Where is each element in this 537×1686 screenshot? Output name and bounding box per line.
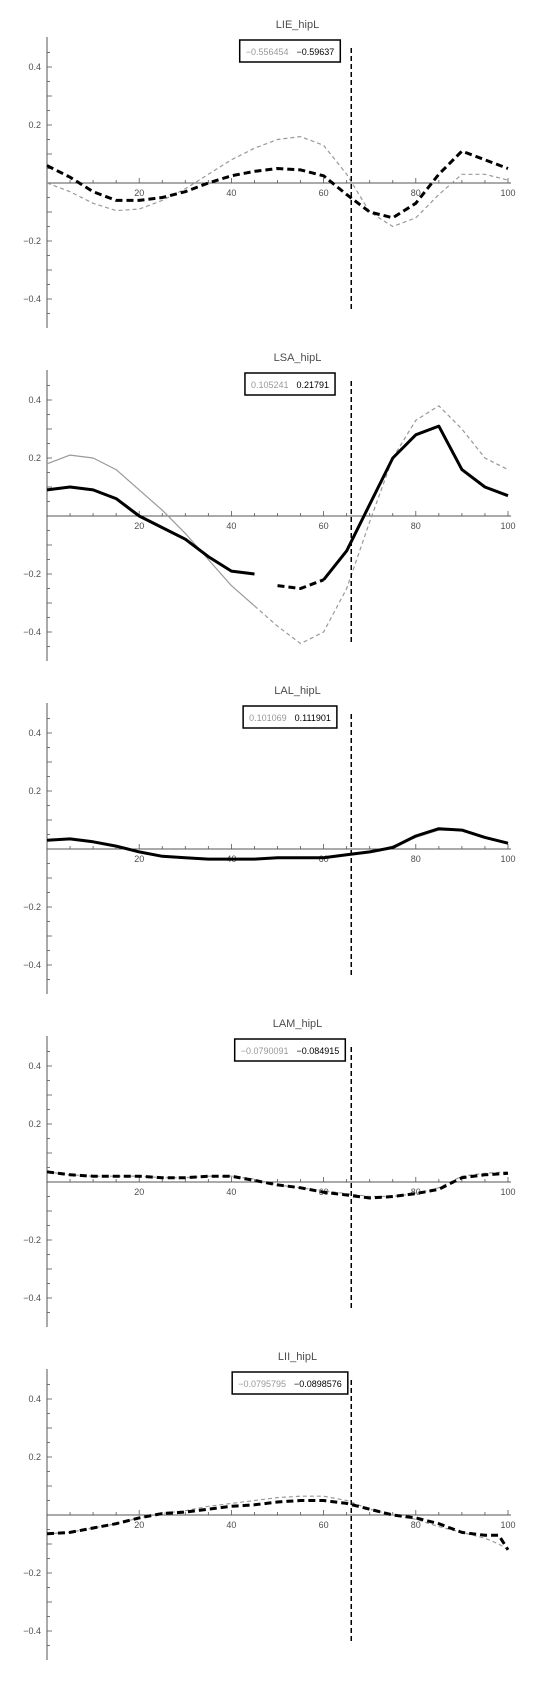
x-tick-label: 20 — [134, 188, 144, 198]
legend-value-light: −0.556454 — [246, 47, 289, 57]
legend-frame — [242, 705, 338, 729]
y-tick-label: −0.4 — [23, 1293, 41, 1303]
series-line-light — [46, 136, 509, 228]
series-line-dark — [46, 149, 509, 220]
series-line-dark — [46, 1499, 510, 1551]
legend-value-dark: −0.59637 — [297, 47, 335, 57]
y-tick-label: 0.2 — [28, 1119, 41, 1129]
panel-lal-hipl: LAL_hipL−0.4−0.20.20.420 40 60 80 1000.10106… — [23, 685, 516, 994]
y-tick-label: −0.4 — [23, 960, 41, 970]
y-tick-label: 0.4 — [28, 1061, 41, 1071]
x-tick-label: 100 — [500, 1520, 515, 1530]
panel-lam-hipl: LAM_hipL−0.4−0.20.20.420 40 60 80 100−0.0790… — [23, 1018, 516, 1327]
legend-value-light: −0.0790091 — [241, 1046, 289, 1056]
legend-frame — [244, 372, 336, 396]
legend-box: −0.0790091 −0.084915 — [233, 1038, 347, 1062]
legend-box: 0.101069 0.111901 — [242, 705, 338, 729]
y-tick-label: −0.2 — [23, 236, 41, 246]
series-line-light — [46, 1495, 509, 1551]
legend-frame — [238, 39, 342, 63]
panel-title: LSA_hipL — [274, 352, 322, 364]
legend-value-dark: −0.084915 — [297, 1046, 340, 1056]
x-tick-label: 40 — [226, 1520, 236, 1530]
x-tick-label: 60 — [319, 188, 329, 198]
legend-frame — [231, 1371, 349, 1395]
x-tick-label: 60 — [319, 521, 329, 531]
legend-box: −0.0795795 −0.0898576 — [231, 1371, 349, 1395]
panel-title: LII_hipL — [278, 1351, 317, 1363]
y-tick-label: 0.4 — [28, 1394, 41, 1404]
panel-title: LAM_hipL — [273, 1018, 323, 1030]
legend-value-light: 0.101069 — [249, 713, 287, 723]
y-tick-label: −0.4 — [23, 294, 41, 304]
x-tick-label: 60 — [319, 1520, 329, 1530]
x-tick-label: 100 — [500, 521, 515, 531]
legend-value-dark: 0.111901 — [295, 713, 331, 723]
y-tick-label: 0.4 — [28, 728, 41, 738]
y-tick-label: 0.2 — [28, 786, 41, 796]
x-tick-label: 100 — [500, 854, 515, 864]
panel-lii-hipl: LII_hipL −0.4 −0.2 0.2 0.4 20 40 60 80 100 −0.0795… — [23, 1351, 516, 1660]
x-tick-label: 20 — [134, 1520, 144, 1530]
x-tick-label: 80 — [411, 1520, 421, 1530]
x-tick-label: 20 — [134, 1187, 144, 1197]
legend-value-light: 0.105241 — [251, 380, 289, 390]
series-line-dark — [46, 1170, 509, 1200]
panel-lie-hipl: LIE_hipL −0.4 −0.2 0.2 0.4 20 40 60 80 100 −0.5564… — [23, 19, 516, 328]
y-tick-label: −0.4 — [23, 1626, 41, 1636]
series-line-dark-dashed — [277, 578, 325, 591]
panel-title: LIE_hipL — [276, 19, 319, 31]
legend-frame — [233, 1038, 347, 1062]
legend-box: 0.105241 0.21791 — [244, 372, 336, 396]
y-tick-label: −0.2 — [23, 1235, 41, 1245]
legend-value-dark: −0.0898576 — [294, 1379, 342, 1389]
x-tick-label: 80 — [411, 1187, 421, 1197]
panel-title: LAL_hipL — [274, 685, 321, 697]
x-tick-label: 40 — [226, 188, 236, 198]
x-tick-label: 100 — [500, 188, 515, 198]
x-tick-label: 20 — [134, 854, 144, 864]
legend-value-dark: 0.21791 — [297, 380, 330, 390]
x-tick-label: 80 — [411, 188, 421, 198]
y-tick-label: −0.2 — [23, 1568, 41, 1578]
series-line-light — [46, 454, 255, 607]
x-tick-label: 100 — [500, 1187, 515, 1197]
y-tick-label: 0.2 — [28, 1452, 41, 1462]
y-tick-label: 0.4 — [28, 395, 41, 405]
x-tick-label: 40 — [226, 521, 236, 531]
x-tick-label: 40 — [226, 1187, 236, 1197]
panel-lsa-hipl: LSA_hipL −0.4 −0.2 0.2 0.4 20 40 60 80 100 0.10524… — [23, 352, 516, 661]
series-line-dark — [46, 485, 255, 576]
series-line-dark — [322, 424, 509, 581]
series-line-dark — [46, 827, 509, 861]
x-tick-label: 20 — [134, 521, 144, 531]
y-tick-label: −0.2 — [23, 902, 41, 912]
series-line-light-dashed — [254, 405, 509, 645]
x-tick-label: 80 — [411, 521, 421, 531]
y-tick-label: 0.2 — [28, 453, 41, 463]
y-tick-label: −0.4 — [23, 627, 41, 637]
x-tick-label: 80 — [411, 854, 421, 864]
legend-value-light: −0.0795795 — [238, 1379, 286, 1389]
legend-box: −0.556454 −0.59637 — [238, 39, 342, 63]
y-tick-label: −0.2 — [23, 569, 41, 579]
y-tick-label: 0.4 — [28, 62, 41, 72]
y-tick-label: 0.2 — [28, 120, 41, 130]
